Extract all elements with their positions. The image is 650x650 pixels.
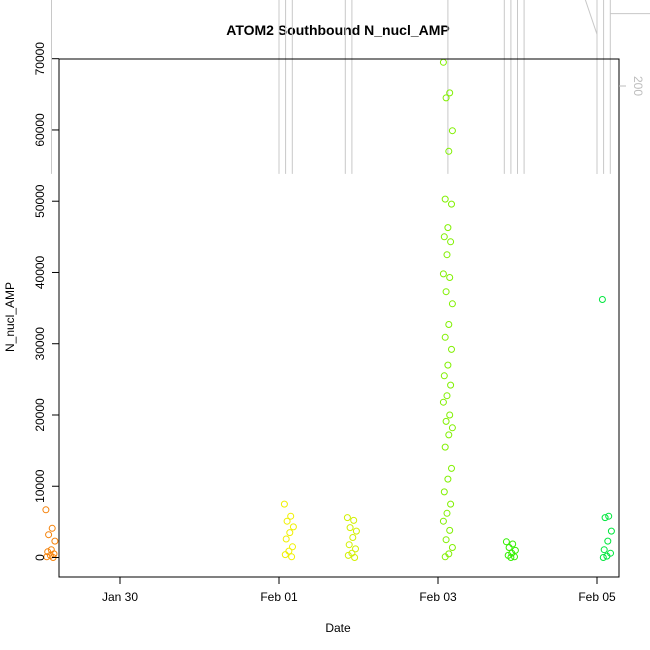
y-tick-label-3: 30000	[33, 327, 47, 361]
y-tick-label-0: 0	[33, 554, 47, 561]
data-point-68	[441, 553, 449, 561]
data-point-48	[444, 361, 452, 369]
data-point-41	[439, 270, 447, 278]
depth-lines	[51, 0, 650, 174]
y-tick-label-6: 60000	[33, 113, 47, 147]
data-point-54	[442, 417, 450, 425]
data-point-12	[283, 517, 291, 525]
x-tick-label-3: Feb 05	[578, 590, 616, 604]
data-point-57	[441, 443, 449, 451]
data-point-60	[440, 488, 448, 496]
data-point-62	[443, 509, 451, 517]
data-point-43	[442, 288, 450, 296]
data-point-30	[439, 58, 447, 66]
data-point-66	[448, 544, 456, 551]
data-point-0	[42, 506, 50, 514]
data-point-69	[502, 538, 510, 546]
data-point-33	[448, 127, 456, 135]
data-point-59	[444, 475, 452, 483]
right-tick-label-0: 200	[631, 76, 645, 96]
data-point-46	[441, 333, 449, 341]
data-point-63	[439, 517, 447, 525]
data-point-51	[443, 392, 451, 400]
data-point-11	[287, 512, 295, 520]
data-point-85	[599, 554, 607, 561]
data-point-45	[445, 321, 453, 328]
data-point-42	[446, 274, 454, 281]
data-point-28	[344, 551, 352, 559]
data-point-15	[282, 535, 290, 543]
axes: 0 10000 20000 30000 40000 50000 60000 70000 Jan …	[33, 42, 645, 604]
data-point-79	[601, 514, 609, 522]
data-point-38	[440, 233, 448, 241]
y-tick-label-7: 70000	[33, 42, 47, 76]
x-tick-label-0: Jan 30	[102, 590, 138, 604]
data-point-19	[288, 553, 296, 561]
x-tick-label-2: Feb 03	[419, 590, 457, 604]
data-point-49	[440, 372, 448, 380]
chart-title: ATOM2 Southbound N_nucl_AMP	[226, 22, 449, 38]
data-point-20	[343, 514, 351, 522]
data-point-21	[350, 516, 358, 524]
data-point-40	[443, 251, 451, 259]
data-point-13	[289, 523, 297, 531]
data-point-31	[446, 89, 454, 97]
data-point-52	[439, 398, 447, 406]
data-point-78	[605, 512, 613, 520]
data-point-14	[286, 529, 294, 537]
data-point-81	[604, 537, 612, 545]
data-point-24	[349, 534, 357, 541]
data-point-75	[511, 553, 518, 561]
data-point-53	[446, 411, 454, 419]
y-axis-label: N_nucl_AMP	[3, 282, 17, 352]
y-tick-label-4: 40000	[33, 255, 47, 289]
x-axis-label: Date	[325, 621, 351, 635]
data-point-37	[444, 224, 452, 232]
data-point-50	[447, 381, 455, 389]
data-point-80	[607, 527, 615, 535]
y-tick-label-5: 50000	[33, 184, 47, 218]
data-point-34	[445, 147, 453, 155]
data-point-55	[448, 424, 456, 432]
data-point-22	[346, 524, 354, 532]
data-point-44	[448, 300, 456, 308]
y-tick-label-1: 10000	[33, 469, 47, 503]
data-point-10	[280, 500, 288, 508]
data-point-32	[442, 94, 450, 102]
data-point-56	[445, 431, 453, 439]
data-point-82	[600, 546, 608, 554]
data-point-2	[45, 531, 53, 539]
data-point-65	[442, 536, 450, 544]
plot-frame	[58, 58, 620, 578]
data-point-47	[448, 345, 455, 353]
data-point-64	[446, 526, 454, 534]
x-tick-label-1: Feb 01	[260, 590, 298, 604]
data-point-1	[48, 524, 56, 532]
data-point-70	[509, 540, 517, 548]
data-point-25	[345, 541, 353, 549]
data-points	[42, 58, 615, 561]
data-point-29	[351, 554, 359, 561]
data-point-17	[285, 547, 293, 555]
y-tick-label-2: 20000	[33, 398, 47, 432]
data-point-26	[352, 545, 359, 553]
data-point-61	[447, 500, 455, 508]
data-point-3	[51, 537, 59, 545]
data-point-35	[441, 195, 449, 203]
data-point-39	[447, 238, 455, 246]
data-point-84	[603, 552, 611, 560]
depth-line-11	[584, 0, 598, 174]
data-point-36	[448, 200, 455, 208]
data-point-77	[598, 296, 606, 303]
data-point-71	[505, 544, 513, 551]
data-point-18	[281, 551, 289, 559]
data-point-23	[352, 527, 360, 535]
data-point-58	[448, 464, 455, 472]
data-point-76	[507, 554, 515, 561]
data-point-6	[50, 550, 58, 558]
data-point-16	[289, 543, 296, 551]
